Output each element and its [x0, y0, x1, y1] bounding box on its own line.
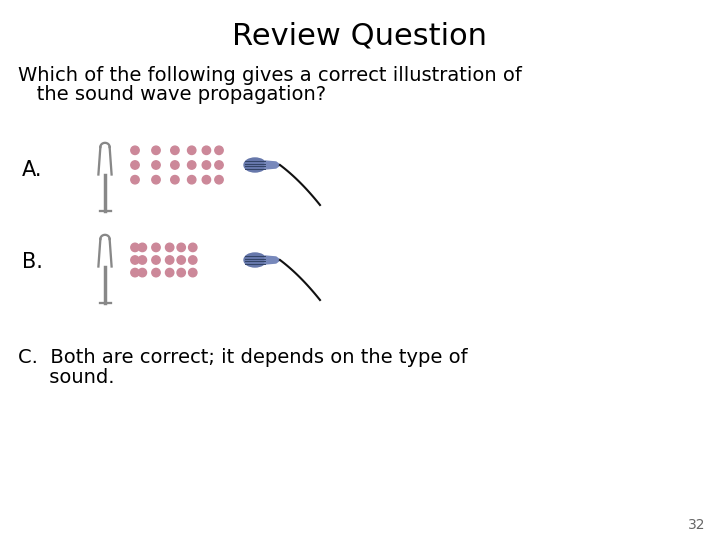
Circle shape	[202, 176, 211, 184]
Circle shape	[171, 176, 179, 184]
Circle shape	[177, 268, 185, 277]
Circle shape	[131, 161, 139, 169]
Text: B.: B.	[22, 252, 43, 272]
Circle shape	[131, 243, 139, 252]
Circle shape	[202, 146, 211, 154]
Circle shape	[166, 256, 174, 264]
Circle shape	[152, 146, 160, 154]
Ellipse shape	[244, 158, 266, 172]
Circle shape	[189, 243, 197, 252]
Polygon shape	[265, 256, 280, 264]
Circle shape	[152, 161, 160, 169]
Circle shape	[187, 146, 196, 154]
Circle shape	[177, 243, 185, 252]
Circle shape	[189, 268, 197, 277]
Circle shape	[202, 161, 211, 169]
Polygon shape	[265, 161, 280, 169]
Circle shape	[215, 176, 223, 184]
Text: A.: A.	[22, 160, 42, 180]
Circle shape	[166, 243, 174, 252]
Circle shape	[166, 268, 174, 277]
Circle shape	[152, 243, 160, 252]
Text: 32: 32	[688, 518, 705, 532]
Circle shape	[131, 176, 139, 184]
Circle shape	[131, 146, 139, 154]
Text: the sound wave propagation?: the sound wave propagation?	[18, 85, 326, 104]
Text: sound.: sound.	[18, 368, 114, 387]
Circle shape	[215, 146, 223, 154]
Circle shape	[138, 268, 147, 277]
Text: C.  Both are correct; it depends on the type of: C. Both are correct; it depends on the t…	[18, 348, 467, 367]
Circle shape	[131, 256, 139, 264]
Circle shape	[187, 176, 196, 184]
Circle shape	[215, 161, 223, 169]
Circle shape	[152, 268, 160, 277]
Ellipse shape	[244, 253, 266, 267]
Circle shape	[131, 268, 139, 277]
Circle shape	[138, 243, 147, 252]
Circle shape	[177, 256, 185, 264]
Circle shape	[189, 256, 197, 264]
Text: Review Question: Review Question	[233, 22, 487, 51]
Circle shape	[152, 256, 160, 264]
Circle shape	[171, 146, 179, 154]
Circle shape	[171, 161, 179, 169]
Circle shape	[152, 176, 160, 184]
Circle shape	[138, 256, 147, 264]
Text: Which of the following gives a correct illustration of: Which of the following gives a correct i…	[18, 66, 522, 85]
Circle shape	[187, 161, 196, 169]
